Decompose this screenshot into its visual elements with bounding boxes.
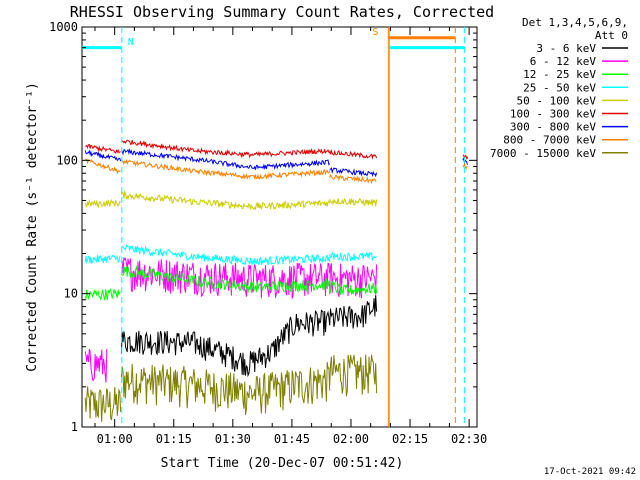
series-line-800-7000-kev xyxy=(85,158,121,175)
series-line-100-300-kev xyxy=(462,154,468,160)
series-line-800-7000-kev xyxy=(329,173,377,185)
x-tick-label: 02:30 xyxy=(451,432,487,446)
legend-label: 300 - 800 keV xyxy=(510,121,596,134)
series-line-6-12-kev xyxy=(329,263,378,299)
series-line-50-100-kev xyxy=(120,190,331,211)
vertical-markers: NS xyxy=(82,27,465,427)
legend-label: 50 - 100 keV xyxy=(517,94,597,107)
legend-header-detectors: Det 1,3,4,5,6,9, xyxy=(522,16,628,29)
legend-header-attenuator: Att 0 xyxy=(595,29,628,42)
series-line-300-800-kev xyxy=(462,157,468,165)
legend-label: 6 - 12 keV xyxy=(530,55,597,68)
series-line-300-800-kev xyxy=(121,147,331,171)
x-tick-label: 02:15 xyxy=(392,432,428,446)
chart-title: RHESSI Observing Summary Count Rates, Co… xyxy=(70,3,494,21)
x-tick-label: 01:45 xyxy=(274,432,310,446)
series-line-12-25-kev xyxy=(84,288,121,301)
x-tick-label: 01:00 xyxy=(97,432,133,446)
x-tick-label: 01:15 xyxy=(156,432,192,446)
night-marker-label: N xyxy=(128,37,134,48)
footer-timestamp: 17-Oct-2021 09:42 xyxy=(544,467,636,477)
series-line-100-300-kev xyxy=(121,139,330,159)
x-axis-label: Start Time (20-Dec-07 00:51:42) xyxy=(161,456,404,471)
series-line-12-25-kev xyxy=(329,280,378,296)
series-line-50-100-kev xyxy=(329,197,378,207)
series-line-6-12-kev xyxy=(120,257,331,300)
y-axis-label: Corrected Count Rate (s⁻¹ detector⁻¹) xyxy=(25,82,40,372)
plot-frame xyxy=(81,26,478,428)
saa-marker-label: S xyxy=(372,27,378,38)
series-line-6-12-kev xyxy=(84,348,108,383)
series-line-12-25-kev xyxy=(120,265,331,294)
y-tick-label: 1 xyxy=(71,420,78,434)
series-line-300-800-kev xyxy=(84,149,122,162)
series-line-50-100-kev xyxy=(84,198,121,209)
series-line-25-50-kev xyxy=(329,251,377,262)
x-tick-label: 01:30 xyxy=(215,432,251,446)
legend-label: 100 - 300 keV xyxy=(510,108,596,121)
series-line-7000-15000-kev xyxy=(329,354,378,397)
legend-label: 12 - 25 keV xyxy=(523,68,596,81)
legend-label: 3 - 6 keV xyxy=(536,42,596,55)
x-tick-label: 02:00 xyxy=(333,432,369,446)
series-line-100-300-kev xyxy=(85,143,121,154)
series-line-3-6-kev xyxy=(329,295,378,329)
series-layer xyxy=(84,139,468,422)
y-tick-label: 1000 xyxy=(49,20,78,34)
axes: 1 10 100 1000 01:00 01:15 01:30 01:45 02:00 02:15… xyxy=(49,20,487,446)
series-line-3-6-kev xyxy=(120,309,331,378)
series-line-800-7000-kev xyxy=(462,162,468,170)
legend-label: 800 - 7000 keV xyxy=(503,134,596,147)
series-line-100-300-kev xyxy=(329,148,378,160)
series-line-25-50-kev xyxy=(84,254,121,265)
series-line-25-50-kev xyxy=(121,244,331,267)
series-line-300-800-kev xyxy=(329,167,378,178)
legend-label: 25 - 50 keV xyxy=(523,81,596,94)
series-line-7000-15000-kev xyxy=(84,386,122,422)
y-tick-label: 10 xyxy=(64,287,78,301)
y-tick-label: 100 xyxy=(56,153,78,167)
legend-label: 7000 - 15000 keV xyxy=(490,147,596,160)
series-line-800-7000-kev xyxy=(120,158,331,181)
series-line-7000-15000-kev xyxy=(120,362,331,415)
